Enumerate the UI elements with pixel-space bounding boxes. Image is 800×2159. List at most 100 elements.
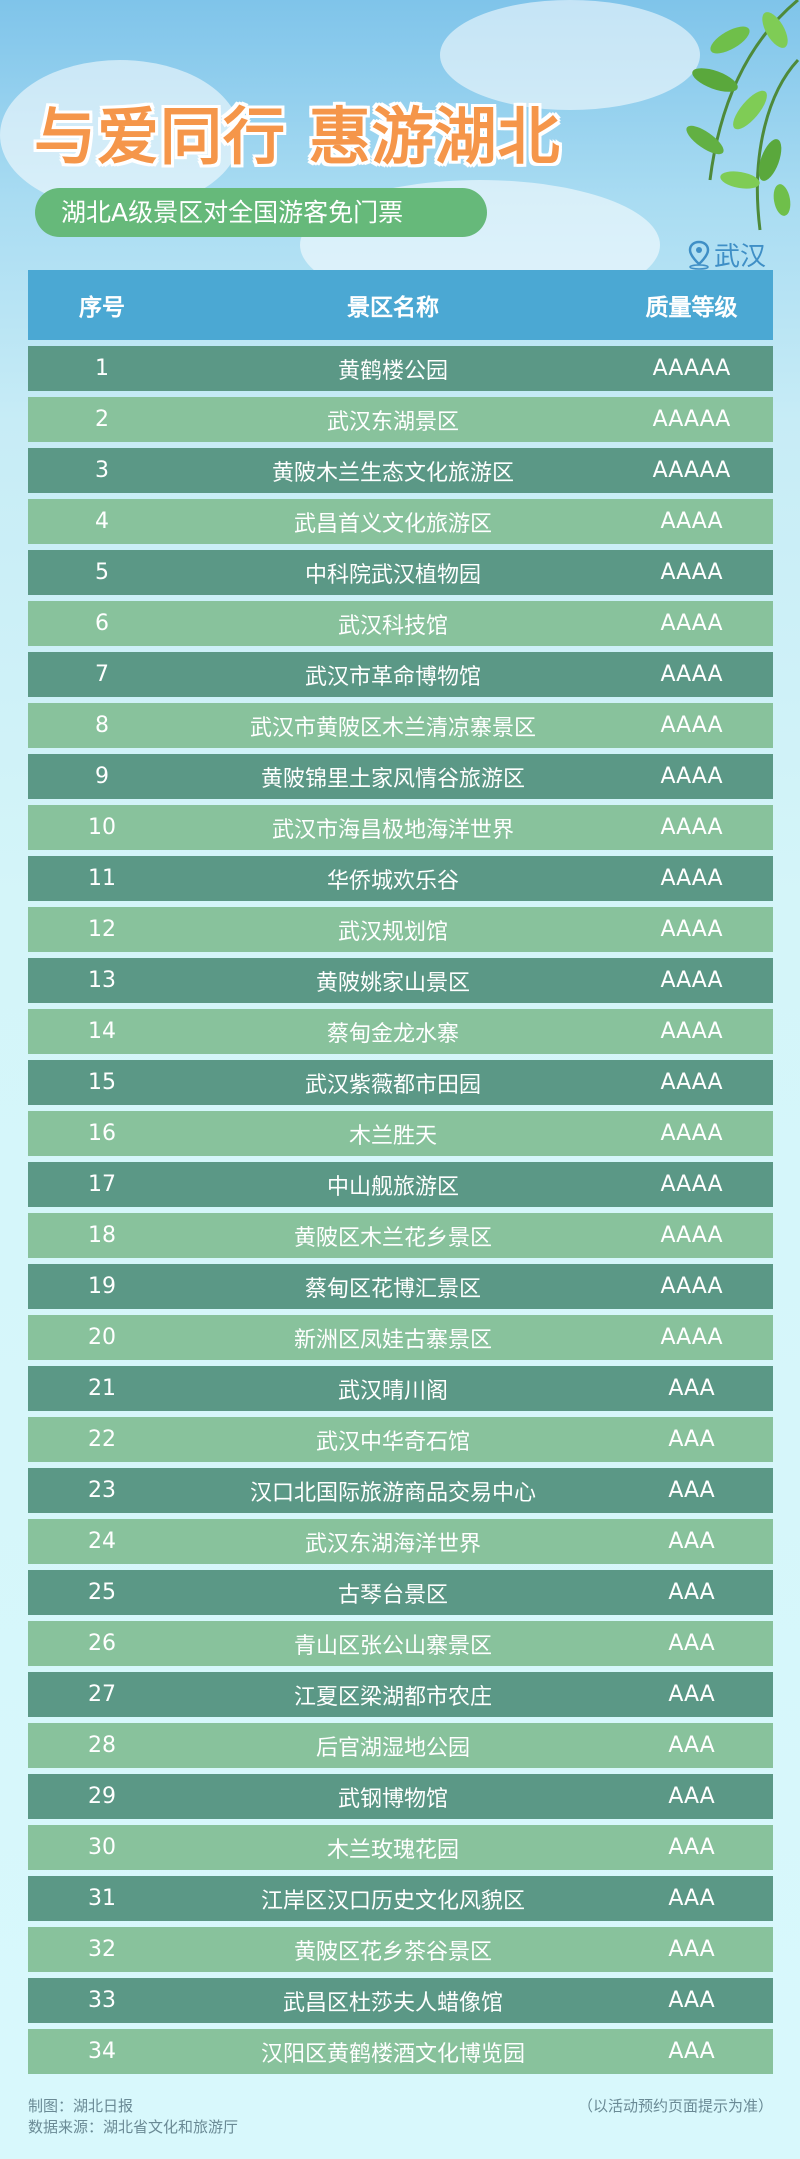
row-grade: AAAAA <box>652 407 731 432</box>
row-grade: AAAAA <box>652 356 731 381</box>
row-grade: AAA <box>668 1733 715 1758</box>
row-name: 木兰玫瑰花园 <box>326 1837 459 1863</box>
table-row: 30 木兰玫瑰花园 AAA <box>28 1825 773 1870</box>
row-number: 26 <box>88 1631 116 1656</box>
row-grade: AAA <box>668 1478 715 1503</box>
table-row: 14 蔡甸金龙水寨 AAAA <box>28 1009 773 1054</box>
row-number: 29 <box>88 1784 116 1809</box>
row-grade: AAAA <box>660 611 723 636</box>
row-grade: AAAA <box>660 1325 723 1350</box>
row-name: 武汉东湖海洋世界 <box>304 1531 481 1557</box>
row-name: 木兰胜天 <box>348 1123 437 1149</box>
row-name: 华侨城欢乐谷 <box>326 868 459 894</box>
row-grade: AAA <box>668 1988 715 2013</box>
row-number: 33 <box>88 1988 116 2013</box>
row-number: 8 <box>95 713 109 738</box>
row-number: 14 <box>88 1019 116 1044</box>
row-grade: AAAA <box>660 560 723 585</box>
row-grade: AAAA <box>660 917 723 942</box>
row-name: 武汉科技馆 <box>337 613 448 639</box>
row-name: 黄陂姚家山景区 <box>315 970 470 996</box>
header-name: 景区名称 <box>347 295 439 321</box>
table-row: 32 黄陂区花乡茶谷景区 AAA <box>28 1927 773 1972</box>
row-grade: AAAA <box>660 1019 723 1044</box>
row-grade: AAA <box>668 1835 715 1860</box>
location-label: 武汉 <box>688 236 772 273</box>
row-name: 黄陂区花乡茶谷景区 <box>293 1939 492 1965</box>
table-row: 23 汉口北国际旅游商品交易中心 AAA <box>28 1468 773 1513</box>
row-grade: AAA <box>668 1937 715 1962</box>
row-grade: AAAA <box>660 713 723 738</box>
table-row: 12 武汉规划馆 AAAA <box>28 907 773 952</box>
row-grade: AAAA <box>660 1172 723 1197</box>
row-name: 汉阳区黄鹤楼酒文化博览园 <box>260 2041 525 2067</box>
table-row: 16 木兰胜天 AAAA <box>28 1111 773 1156</box>
row-name: 武汉市黄陂区木兰清凉寨景区 <box>249 715 536 741</box>
location-text: 武汉 <box>714 242 767 272</box>
row-name: 武汉晴川阁 <box>337 1378 448 1404</box>
row-number: 17 <box>88 1172 116 1197</box>
table-row: 9 黄陂锦里土家风情谷旅游区 AAAA <box>28 754 773 799</box>
cloud-decoration <box>440 0 700 110</box>
row-number: 19 <box>88 1274 116 1299</box>
header-grade: 质量等级 <box>645 295 738 321</box>
row-grade: AAAA <box>660 1121 723 1146</box>
row-name: 后官湖湿地公园 <box>315 1735 470 1761</box>
table-header: 序号 景区名称 质量等级 <box>28 270 773 340</box>
table-body: 1 黄鹤楼公园 AAAAA 2 武汉东湖景区 AAAAA 3 黄陂木兰生态文化旅游区 AAAAA… <box>28 346 773 2074</box>
table-row: 33 武昌区杜莎夫人蜡像馆 AAA <box>28 1978 773 2023</box>
row-grade: AAAA <box>660 1223 723 1248</box>
table-row: 8 武汉市黄陂区木兰清凉寨景区 AAAA <box>28 703 773 748</box>
cloud-decoration <box>0 60 240 210</box>
row-name: 蔡甸区花博汇景区 <box>304 1276 481 1302</box>
table-row: 3 黄陂木兰生态文化旅游区 AAAAA <box>28 448 773 493</box>
row-grade: AAAA <box>660 662 723 687</box>
row-grade: AAA <box>668 1886 715 1911</box>
row-number: 20 <box>88 1325 116 1350</box>
row-name: 古琴台景区 <box>337 1582 448 1608</box>
row-number: 1 <box>95 356 109 381</box>
row-number: 22 <box>88 1427 116 1452</box>
row-number: 18 <box>88 1223 116 1248</box>
row-grade: AAA <box>668 2039 715 2064</box>
table-row: 27 江夏区梁湖都市农庄 AAA <box>28 1672 773 1717</box>
row-number: 16 <box>88 1121 116 1146</box>
footer-source: 数据来源：湖北省文化和旅游厅 <box>28 2118 239 2136</box>
row-grade: AAA <box>668 1784 715 1809</box>
row-number: 15 <box>88 1070 116 1095</box>
scenic-spots-table: 序号 景区名称 质量等级 1 黄鹤楼公园 AAAAA 2 武汉东湖景区 AAAAA 3 黄陂木… <box>28 270 773 2074</box>
table-row: 18 黄陂区木兰花乡景区 AAAA <box>28 1213 773 1258</box>
leaves-decoration <box>686 0 800 231</box>
table-row: 22 武汉中华奇石馆 AAA <box>28 1417 773 1462</box>
table-row: 4 武昌首义文化旅游区 AAAA <box>28 499 773 544</box>
table-row: 17 中山舰旅游区 AAAA <box>28 1162 773 1207</box>
table-row: 28 后官湖湿地公园 AAA <box>28 1723 773 1768</box>
row-grade: AAA <box>668 1682 715 1707</box>
row-number: 23 <box>88 1478 116 1503</box>
row-grade: AAAA <box>660 764 723 789</box>
row-name: 黄陂区木兰花乡景区 <box>293 1225 492 1251</box>
footer-note: （以活动预约页面提示为准） <box>577 2097 773 2115</box>
table-row: 10 武汉市海昌极地海洋世界 AAAA <box>28 805 773 850</box>
table-row: 25 古琴台景区 AAA <box>28 1570 773 1615</box>
row-grade: AAAA <box>660 866 723 891</box>
table-row: 13 黄陂姚家山景区 AAAA <box>28 958 773 1003</box>
banner-title: 与爱同行 惠游湖北 <box>34 100 561 173</box>
row-name: 武钢博物馆 <box>337 1786 448 1812</box>
table-row: 2 武汉东湖景区 AAAAA <box>28 397 773 442</box>
table-row: 31 江岸区汉口历史文化风貌区 AAA <box>28 1876 773 1921</box>
table-row: 29 武钢博物馆 AAA <box>28 1774 773 1819</box>
row-name: 黄陂锦里土家风情谷旅游区 <box>260 766 525 792</box>
row-number: 9 <box>95 764 109 789</box>
row-number: 11 <box>88 866 116 891</box>
row-number: 13 <box>88 968 116 993</box>
row-name: 江岸区汉口历史文化风貌区 <box>260 1888 525 1914</box>
row-grade: AAA <box>668 1529 715 1554</box>
row-grade: AAAA <box>660 1274 723 1299</box>
row-name: 蔡甸金龙水寨 <box>326 1021 459 1047</box>
footer-credit: 制图：湖北日报 <box>28 2097 134 2115</box>
row-number: 28 <box>88 1733 116 1758</box>
table-row: 11 华侨城欢乐谷 AAAA <box>28 856 773 901</box>
row-name: 青山区张公山寨景区 <box>293 1633 492 1659</box>
row-grade: AAA <box>668 1631 715 1656</box>
